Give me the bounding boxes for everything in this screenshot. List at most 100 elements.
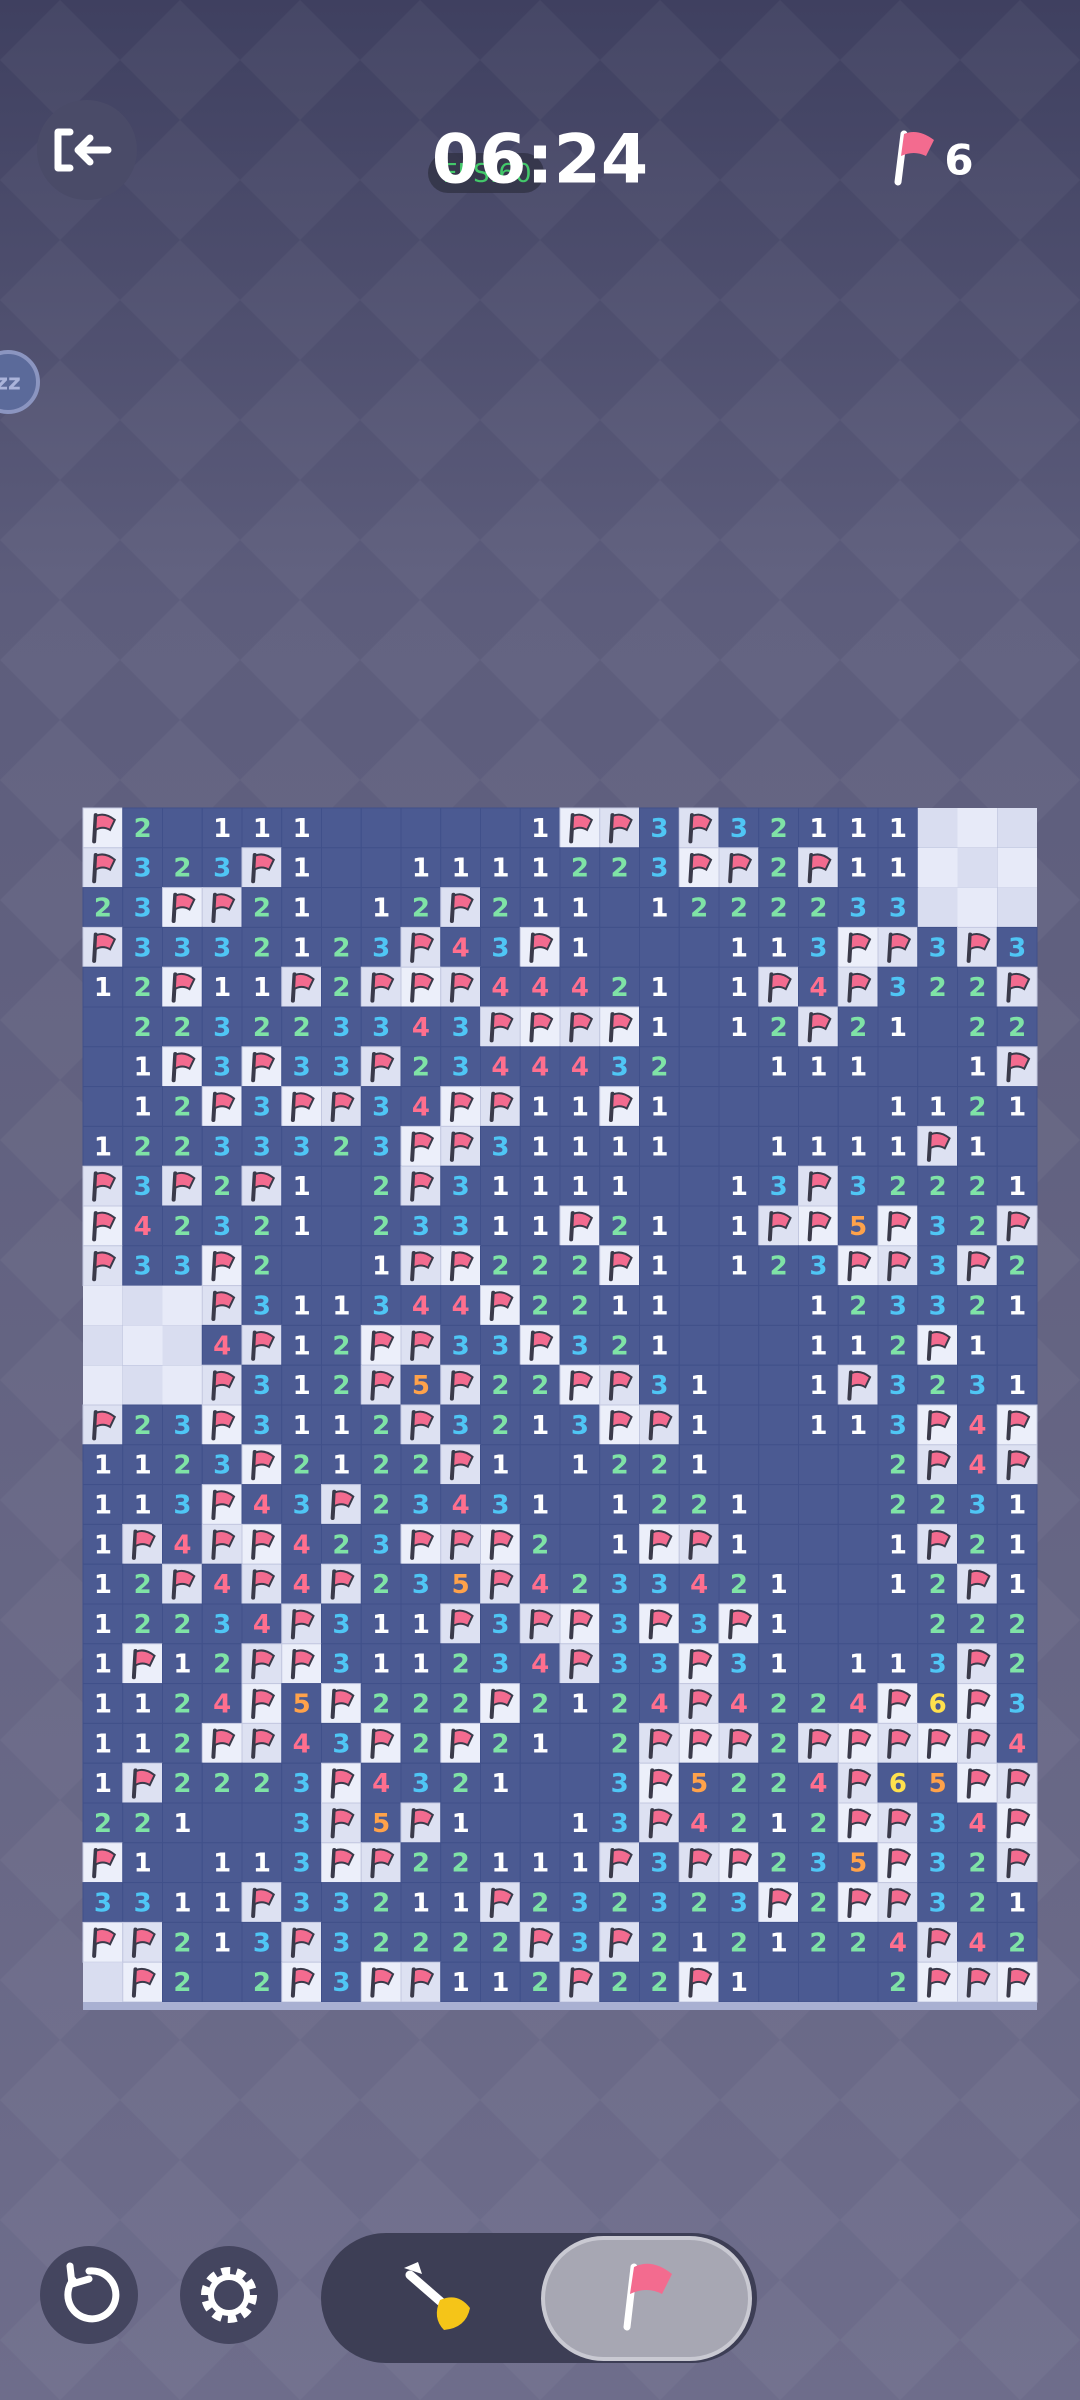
revealed-cell: [877, 807, 919, 849]
revealed-cell: [281, 1245, 322, 1287]
revealed-cell: [718, 1364, 760, 1406]
cell-number: 5: [372, 1809, 390, 1839]
exit-button[interactable]: [37, 100, 137, 200]
flag-cloth: [412, 1410, 435, 1429]
cell-number: 3: [253, 1411, 271, 1441]
revealed-cell: [996, 1603, 1038, 1645]
revealed-cell: [718, 1523, 760, 1565]
revealed-cell: [360, 1285, 402, 1326]
cell-number: 1: [730, 1530, 748, 1560]
revealed-cell: [996, 1722, 1038, 1764]
flag-cloth: [889, 933, 912, 952]
revealed-cell: [599, 1125, 640, 1167]
cell-number: 5: [849, 1849, 867, 1879]
cell-number: 3: [293, 1132, 311, 1162]
flag: [608, 1847, 633, 1879]
undo-button[interactable]: [40, 2246, 138, 2344]
cell-number: 3: [412, 1491, 430, 1521]
cell-number: 1: [293, 894, 311, 924]
cell-number: 2: [730, 1809, 748, 1839]
flag-cloth: [571, 1012, 594, 1031]
cell-number: 4: [690, 1809, 708, 1839]
flag-cloth: [412, 1171, 435, 1190]
revealed-cell: [877, 1285, 919, 1326]
cell-number: 3: [929, 1650, 947, 1680]
sleep-badge[interactable]: zz: [0, 350, 40, 414]
cell-number: 1: [134, 1491, 152, 1521]
revealed-cell: [599, 926, 640, 968]
cell-number: 2: [1008, 1252, 1026, 1282]
cell-number: 2: [531, 1292, 549, 1322]
flag-cloth: [173, 893, 196, 912]
flag: [131, 1768, 156, 1799]
revealed-cell: [400, 1722, 442, 1764]
cell-number: 2: [929, 1570, 947, 1600]
flag: [688, 1688, 713, 1720]
revealed-cell: [559, 1762, 601, 1804]
cell-number: 2: [690, 1889, 708, 1919]
revealed-cell: [82, 1802, 124, 1844]
revealed-cell: [559, 1444, 601, 1486]
cell-number: 2: [968, 1530, 986, 1560]
revealed-cell: [400, 1762, 442, 1804]
dig-mode-button[interactable]: [404, 2262, 470, 2330]
unrevealed-cell: [957, 808, 998, 848]
revealed-cell: [559, 926, 601, 968]
cell-number: 2: [332, 1530, 350, 1560]
revealed-cell: [877, 1444, 919, 1486]
revealed-cell: [798, 1643, 839, 1685]
cell-number: 1: [253, 814, 271, 844]
revealed-cell: [321, 1245, 362, 1287]
flag: [330, 1688, 355, 1720]
cell-number: 3: [968, 1491, 986, 1521]
cell-number: 1: [730, 1212, 748, 1242]
revealed-cell: [837, 1563, 879, 1605]
cell-number: 3: [611, 1769, 629, 1799]
revealed-cell: [678, 1603, 720, 1645]
cell-number: 1: [213, 1849, 231, 1879]
revealed-cell: [678, 1086, 720, 1127]
flag: [688, 1529, 713, 1560]
cell-number: 1: [849, 814, 867, 844]
revealed-cell: [440, 1842, 481, 1884]
cell-number: 1: [531, 1849, 549, 1879]
cell-number: 2: [372, 1172, 390, 1202]
flag-mode-button[interactable]: [541, 2236, 752, 2361]
revealed-cell: [241, 1842, 283, 1884]
revealed-cell: [639, 1842, 680, 1884]
revealed-cell: [877, 887, 919, 928]
revealed-cell: [559, 1523, 601, 1565]
cell-number: 1: [94, 1729, 112, 1759]
cell-number: 3: [134, 854, 152, 884]
flag: [211, 1370, 236, 1401]
flag: [847, 1808, 872, 1839]
cell-number: 2: [134, 1610, 152, 1640]
revealed-cell: [837, 1523, 879, 1565]
revealed-cell: [321, 1165, 362, 1207]
revealed-cell: [599, 1722, 640, 1764]
settings-button[interactable]: [180, 2246, 278, 2344]
cell-number: 2: [173, 1451, 191, 1481]
flag: [926, 1449, 951, 1481]
revealed-cell: [599, 1603, 640, 1645]
cell-number: 2: [213, 1769, 231, 1799]
flag: [887, 1688, 912, 1720]
cell-number: 2: [929, 1371, 947, 1401]
revealed-cell: [639, 1245, 680, 1287]
flag-cloth: [809, 1171, 832, 1190]
revealed-cell: [996, 1125, 1038, 1167]
revealed-cell: [360, 1444, 402, 1486]
cell-number: 2: [889, 1968, 907, 1998]
revealed-cell: [837, 1683, 879, 1724]
flag: [410, 1250, 435, 1282]
flag: [251, 1728, 276, 1759]
revealed-cell: [917, 1006, 958, 1048]
cell-number: 4: [531, 973, 549, 1003]
flag-cloth: [213, 1530, 236, 1549]
board-bottom-edge: [83, 2002, 1037, 2010]
revealed-cell: [917, 1683, 958, 1724]
cell-number: 1: [730, 1968, 748, 1998]
revealed-cell: [162, 1722, 203, 1764]
flag-cloth: [849, 1768, 872, 1787]
revealed-cell: [519, 1484, 561, 1525]
